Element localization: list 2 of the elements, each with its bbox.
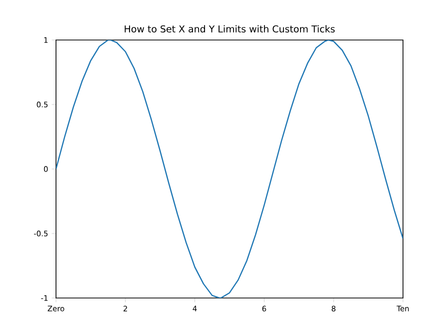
- line-series: [56, 40, 404, 298]
- chart-title: How to Set X and Y Limits with Custom Ticks: [124, 25, 335, 33]
